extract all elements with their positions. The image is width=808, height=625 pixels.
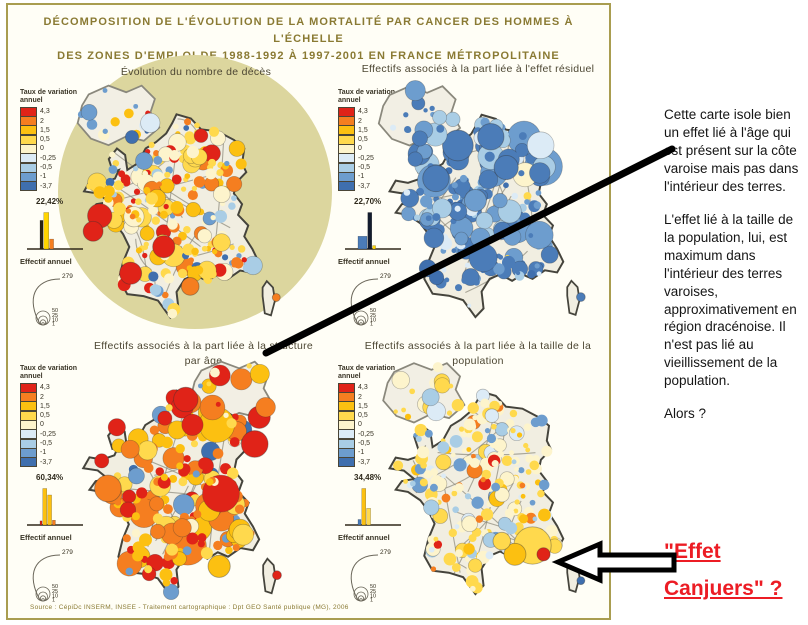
- map-taille-population: [382, 362, 586, 596]
- scale-class: -3,7: [20, 457, 106, 468]
- distribution-histogram: [345, 488, 401, 526]
- variance-share: 34,48%: [354, 472, 382, 482]
- map-title-effet-residuel: Effectifs associés à la part liée à l'ef…: [361, 63, 595, 75]
- distribution-histogram: [27, 488, 83, 526]
- scale-value: 1,5: [358, 126, 368, 134]
- map-structure-age: [81, 360, 282, 600]
- scale-value: -0,25: [40, 430, 56, 438]
- variance-share: 60,34%: [36, 472, 64, 482]
- scale-value: -0,5: [358, 440, 371, 448]
- color-scale: 4,3 2 1,5 0,5 0 -0,25 -0,5 -1 -3,7: [20, 106, 106, 192]
- map-evolution: [76, 84, 281, 320]
- color-scale: 4,3 2 1,5 0,5 0 -0,25 -0,5 -1 -3,7: [20, 382, 106, 468]
- scale-value: -3,7: [40, 458, 53, 466]
- scale-value: -1: [358, 173, 365, 181]
- map-effet-residuel: [377, 80, 586, 319]
- annotation-text: Cette carte isole bien un effet lié à l'…: [664, 106, 805, 438]
- scale-value: 4,3: [40, 384, 50, 392]
- scale-swatch: [338, 181, 355, 192]
- scale-swatch: [20, 457, 37, 468]
- map-title-evolution: Évolution du nombre de décès: [120, 66, 272, 78]
- scale-value: 4,3: [40, 108, 50, 116]
- svg-text:10: 10: [370, 593, 376, 599]
- legend-structure-age: Taux de variation annuel 4,3 2 1,5 0,5 0 -0,2…: [20, 365, 106, 605]
- annotation-paragraph-3: Alors ?: [664, 406, 707, 422]
- scale-title: Taux de variation annuel: [20, 89, 78, 105]
- effectif-label: Effectif annuel: [20, 532, 72, 542]
- scale-value: 0: [40, 145, 44, 153]
- legend-taille-population: Taux de variation annuel 4,3 2 1,5 0,5 0 -0,2…: [338, 365, 424, 605]
- figure-title-line1: DÉCOMPOSITION DE L'ÉVOLUTION DE LA MORTA…: [43, 16, 574, 46]
- scale-swatch: [338, 457, 355, 468]
- scale-value: -3,7: [40, 182, 53, 190]
- color-scale: 4,3 2 1,5 0,5 0 -0,25 -0,5 -1 -3,7: [338, 382, 424, 468]
- scale-value: 1,5: [40, 126, 50, 134]
- map-title-structure-age: Effectifs associés à la part liée à la s…: [93, 340, 314, 367]
- svg-text:279: 279: [62, 549, 73, 556]
- scale-value: 0,5: [40, 136, 50, 144]
- scale-swatch: [20, 181, 37, 192]
- svg-text:50: 50: [370, 584, 376, 590]
- scale-value: -3,7: [358, 458, 371, 466]
- scale-class: -3,7: [338, 457, 424, 468]
- annotation-paragraph-1: Cette carte isole bien un effet lié à l'…: [664, 107, 799, 194]
- scale-value: 0,5: [358, 136, 368, 144]
- scale-value: 1,5: [40, 402, 50, 410]
- scale-value: -0,25: [40, 154, 56, 162]
- scale-class: -3,7: [20, 181, 106, 192]
- scale-value: 2: [358, 393, 362, 401]
- scale-value: -1: [40, 449, 47, 457]
- scale-value: 0,5: [40, 412, 50, 420]
- svg-text:1: 1: [370, 597, 373, 603]
- scale-value: 0: [358, 145, 362, 153]
- scale-value: 4,3: [358, 384, 368, 392]
- figure-title: DÉCOMPOSITION DE L'ÉVOLUTION DE LA MORTA…: [8, 14, 609, 65]
- scale-value: -0,5: [40, 164, 53, 172]
- source-credit: Source : CépiDc INSERM, INSEE - Traiteme…: [30, 604, 349, 611]
- scale-value: -0,5: [40, 440, 53, 448]
- scale-value: -0,25: [358, 430, 374, 438]
- scale-value: 2: [40, 117, 44, 125]
- scale-value: -0,5: [358, 164, 371, 172]
- scale-value: 2: [40, 393, 44, 401]
- svg-text:10: 10: [52, 317, 58, 323]
- scale-value: -1: [358, 449, 365, 457]
- legend-evolution: Taux de variation annuel 4,3 2 1,5 0,5 0 -0,2…: [20, 89, 106, 329]
- variance-share: 22,42%: [36, 196, 64, 206]
- svg-text:25: 25: [52, 589, 58, 595]
- scale-title: Taux de variation annuel: [338, 365, 396, 381]
- svg-text:25: 25: [370, 589, 376, 595]
- svg-text:50: 50: [52, 308, 58, 314]
- scale-value: 0: [358, 421, 362, 429]
- scale-value: 1,5: [358, 402, 368, 410]
- svg-text:279: 279: [62, 273, 73, 280]
- distribution-histogram: [27, 212, 83, 250]
- scale-title: Taux de variation annuel: [20, 365, 78, 381]
- svg-text:10: 10: [52, 593, 58, 599]
- effectif-label: Effectif annuel: [338, 532, 390, 542]
- svg-text:50: 50: [52, 584, 58, 590]
- scale-value: 4,3: [358, 108, 368, 116]
- scale-value: -1: [40, 173, 47, 181]
- figure-panel: DÉCOMPOSITION DE L'ÉVOLUTION DE LA MORTA…: [6, 3, 611, 620]
- effectif-label: Effectif annuel: [20, 256, 72, 266]
- scale-value: 0,5: [358, 412, 368, 420]
- svg-text:279: 279: [380, 549, 391, 556]
- svg-text:1: 1: [52, 321, 55, 327]
- svg-text:1: 1: [52, 597, 55, 603]
- annotation-paragraph-2: L'effet lié à la taille de la population…: [664, 211, 797, 389]
- scale-value: 0: [40, 421, 44, 429]
- svg-text:25: 25: [52, 313, 58, 319]
- scale-value: 2: [358, 117, 362, 125]
- effet-canjuers-label: "Effet Canjuers" ?: [664, 540, 783, 600]
- scale-value: -3,7: [358, 182, 371, 190]
- scale-title: Taux de variation annuel: [338, 89, 396, 105]
